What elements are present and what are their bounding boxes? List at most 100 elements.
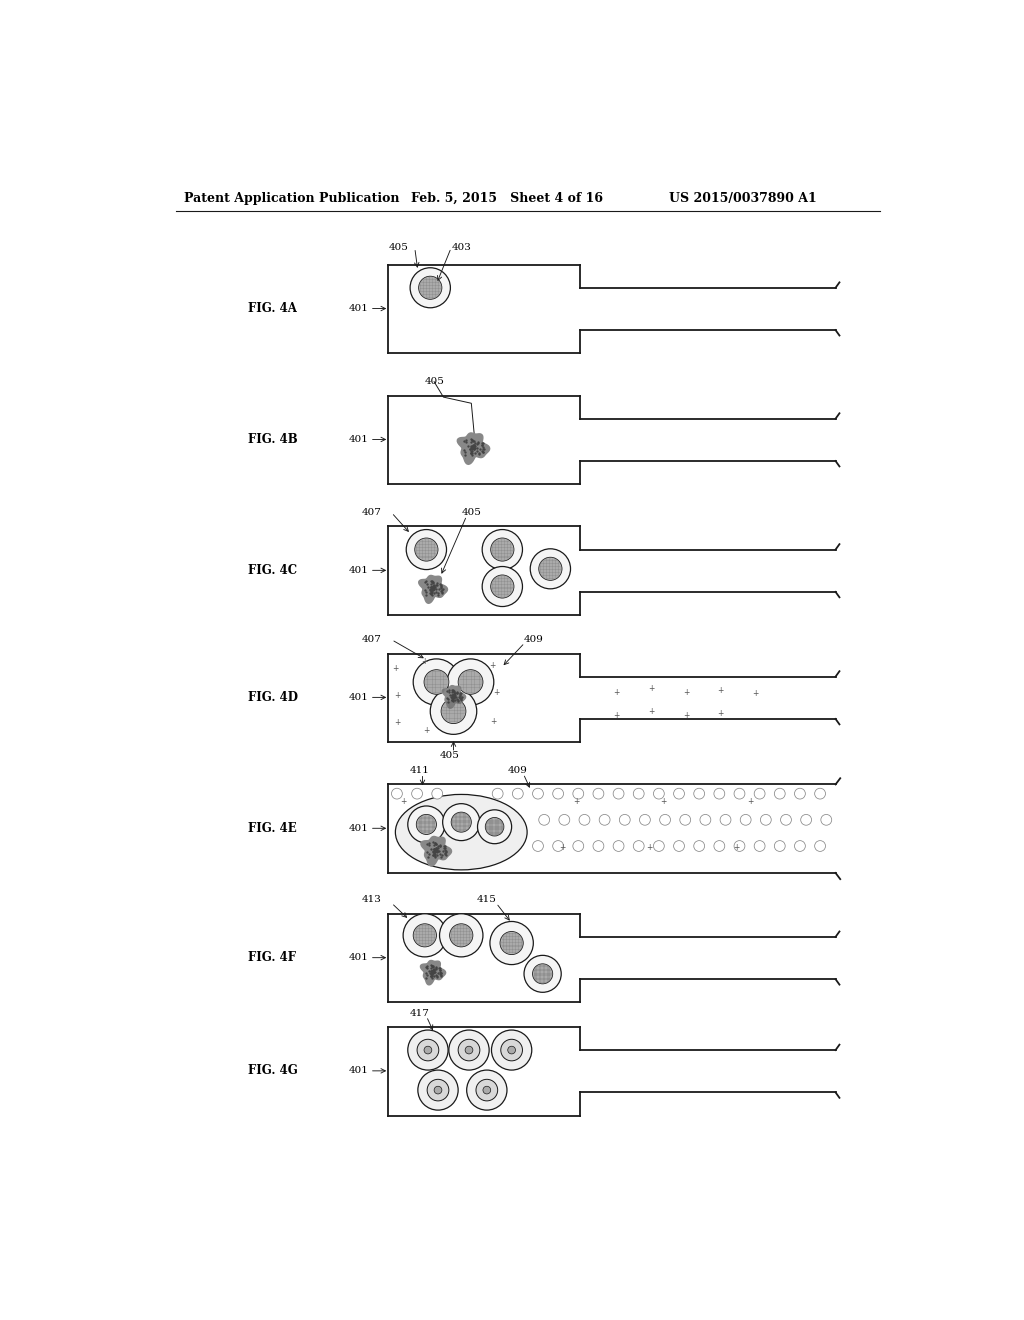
Text: 413: 413 — [361, 895, 381, 904]
Text: FIG. 4F: FIG. 4F — [248, 952, 296, 964]
Circle shape — [633, 788, 644, 799]
Text: +: + — [394, 718, 400, 727]
Circle shape — [512, 788, 523, 799]
Circle shape — [452, 812, 471, 832]
Text: 401: 401 — [348, 824, 369, 833]
Text: 401: 401 — [348, 1067, 369, 1076]
Text: +: + — [683, 688, 689, 697]
Text: 407: 407 — [361, 508, 381, 517]
Circle shape — [700, 814, 711, 825]
Text: +: + — [423, 726, 429, 735]
Text: +: + — [422, 657, 428, 665]
Circle shape — [483, 1086, 490, 1094]
Circle shape — [559, 814, 569, 825]
Text: 401: 401 — [348, 436, 369, 444]
Text: FIG. 4B: FIG. 4B — [248, 433, 298, 446]
Circle shape — [532, 964, 553, 983]
Circle shape — [674, 788, 684, 799]
Polygon shape — [458, 433, 489, 465]
Circle shape — [755, 841, 765, 851]
Text: 401: 401 — [348, 953, 369, 962]
Circle shape — [734, 841, 744, 851]
Circle shape — [532, 841, 544, 851]
Circle shape — [458, 669, 483, 694]
Polygon shape — [421, 961, 445, 985]
Circle shape — [740, 814, 751, 825]
Text: FIG. 4D: FIG. 4D — [248, 690, 298, 704]
Circle shape — [532, 788, 544, 799]
Circle shape — [659, 814, 671, 825]
Circle shape — [403, 913, 446, 957]
Text: +: + — [753, 689, 759, 698]
Circle shape — [419, 276, 442, 300]
Text: +: + — [718, 686, 724, 694]
Circle shape — [482, 529, 522, 570]
Text: 405: 405 — [439, 751, 460, 760]
Text: FIG. 4C: FIG. 4C — [248, 564, 297, 577]
Circle shape — [490, 539, 514, 561]
Circle shape — [434, 1086, 442, 1094]
Text: +: + — [646, 843, 652, 851]
Circle shape — [424, 669, 449, 694]
Text: FIG. 4E: FIG. 4E — [248, 822, 297, 834]
Circle shape — [465, 1047, 473, 1053]
Circle shape — [674, 841, 684, 851]
Circle shape — [774, 841, 785, 851]
Circle shape — [441, 700, 466, 723]
Circle shape — [476, 1080, 498, 1101]
Text: 409: 409 — [523, 635, 543, 644]
Text: +: + — [613, 710, 620, 719]
Text: 405: 405 — [389, 243, 409, 252]
Circle shape — [410, 268, 451, 308]
Text: +: + — [613, 688, 620, 697]
Circle shape — [795, 788, 805, 799]
Circle shape — [477, 809, 512, 843]
Circle shape — [795, 841, 805, 851]
Polygon shape — [421, 837, 452, 866]
Circle shape — [458, 1039, 480, 1061]
Text: 401: 401 — [348, 304, 369, 313]
Text: +: + — [392, 664, 398, 673]
Circle shape — [530, 549, 570, 589]
Circle shape — [412, 788, 423, 799]
Circle shape — [447, 659, 494, 705]
Text: +: + — [733, 843, 739, 851]
Text: 403: 403 — [452, 243, 472, 252]
Circle shape — [489, 921, 534, 965]
Circle shape — [449, 1030, 489, 1071]
Text: 401: 401 — [348, 566, 369, 574]
Text: +: + — [559, 843, 566, 851]
Circle shape — [801, 814, 812, 825]
Circle shape — [490, 576, 514, 598]
Text: 407: 407 — [361, 635, 381, 644]
Circle shape — [593, 841, 604, 851]
Circle shape — [442, 804, 480, 841]
Circle shape — [427, 1080, 449, 1101]
Circle shape — [734, 788, 744, 799]
Text: 405: 405 — [461, 508, 481, 517]
Polygon shape — [419, 576, 447, 603]
Circle shape — [620, 814, 630, 825]
Circle shape — [432, 788, 442, 799]
Circle shape — [815, 841, 825, 851]
Circle shape — [553, 841, 563, 851]
Circle shape — [493, 788, 503, 799]
Circle shape — [500, 932, 523, 954]
Circle shape — [593, 788, 604, 799]
Circle shape — [579, 814, 590, 825]
Circle shape — [391, 788, 402, 799]
Circle shape — [418, 1071, 458, 1110]
Circle shape — [720, 814, 731, 825]
Text: +: + — [648, 684, 654, 693]
Circle shape — [553, 788, 563, 799]
Circle shape — [417, 814, 436, 834]
Ellipse shape — [395, 795, 527, 870]
Circle shape — [485, 817, 504, 836]
Circle shape — [501, 1039, 522, 1061]
Text: 405: 405 — [425, 378, 444, 387]
Text: 411: 411 — [410, 766, 429, 775]
Text: +: + — [660, 797, 667, 805]
Text: 409: 409 — [508, 766, 527, 775]
Circle shape — [414, 924, 436, 946]
Circle shape — [693, 841, 705, 851]
